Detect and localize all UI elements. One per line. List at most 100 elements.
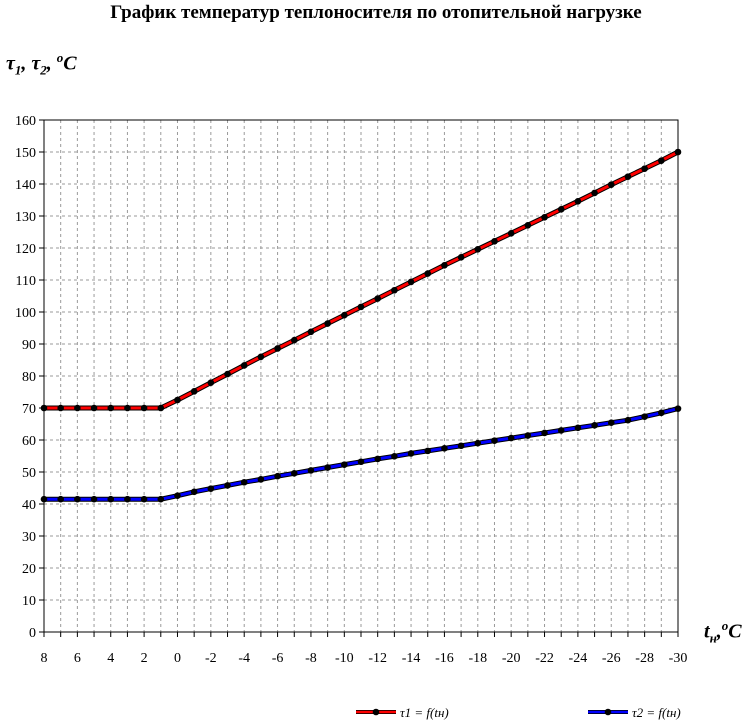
series-1-point [207, 379, 215, 387]
series-2-point [341, 461, 348, 468]
legend-marker [372, 708, 380, 716]
x-tick-label: -2 [205, 651, 217, 666]
y-tick-label: 90 [22, 338, 36, 353]
x-tick-label: 0 [174, 651, 181, 666]
y-tick-label: 70 [22, 402, 36, 417]
series-1-point [57, 404, 64, 412]
series-1-point [174, 396, 181, 404]
series-1-point [674, 148, 682, 156]
series-1-point [341, 311, 348, 319]
y-tick-label: 40 [22, 498, 36, 513]
series-2-point [290, 469, 298, 477]
series-1-point [374, 295, 381, 302]
series-2-point [40, 495, 48, 503]
x-tick-label: 6 [74, 651, 81, 666]
series-1-point [240, 362, 248, 369]
x-tick-label: -18 [468, 651, 487, 666]
series [40, 148, 682, 503]
series-2-point [307, 467, 315, 474]
series-2-point [658, 409, 665, 417]
series-2-point [74, 495, 81, 503]
y-axis-label: τ1, τ2, oC [6, 50, 77, 78]
x-tick-label: 2 [141, 651, 148, 666]
plot-area [43, 119, 679, 633]
series-1-point [641, 165, 648, 172]
series-2-point [57, 495, 64, 503]
series-1-point [507, 229, 515, 237]
grid [44, 119, 678, 632]
series-1-point [124, 404, 131, 412]
y-tick-label: 60 [22, 434, 36, 449]
x-tick-label: -26 [602, 651, 621, 666]
series-2-point [407, 450, 415, 457]
series-1-point [474, 245, 482, 253]
series-1-point [157, 404, 165, 412]
series-1-point [658, 157, 665, 164]
series-1-point [541, 213, 548, 221]
chart-title: График температур теплоносителя по отопи… [110, 2, 642, 23]
series-1-point [607, 181, 615, 188]
x-tick-label: 8 [41, 651, 48, 666]
x-axis-label: tн,oC [704, 618, 742, 646]
series-2-point [524, 432, 532, 439]
series-1-point [324, 320, 331, 327]
series-2-point [424, 447, 432, 455]
y-tick-label: 80 [22, 370, 36, 385]
x-tick-label: -22 [535, 651, 554, 666]
series-2-point [357, 458, 365, 466]
series-2-point [140, 495, 148, 503]
series-1-point [391, 286, 398, 294]
series-2-point [257, 476, 265, 483]
series-2-point [507, 434, 515, 442]
legend-label-2: τ2 = f(tн) [632, 705, 681, 720]
series-1-point [40, 404, 48, 412]
x-tick-label: -24 [569, 651, 588, 666]
series-2-point [641, 413, 648, 420]
series-1-line [44, 150, 679, 410]
series-1-line-outline [44, 149, 680, 411]
series-2-point [190, 488, 198, 496]
y-tick-label: 160 [15, 114, 36, 129]
x-tick-label: -8 [305, 651, 317, 666]
series-1-point [107, 404, 115, 412]
series-1-point [424, 270, 432, 277]
series-1-point [74, 404, 81, 412]
series-2-point [457, 442, 465, 450]
y-tick-label: 50 [22, 466, 36, 481]
series-1-point [524, 221, 532, 229]
series-2-point [441, 445, 448, 452]
y-tick-label: 110 [16, 274, 36, 289]
y-tick-label: 100 [15, 306, 36, 321]
x-tick-label: -6 [272, 651, 284, 666]
x-tick-label: -10 [335, 651, 354, 666]
series-2-point [574, 424, 582, 432]
series-2-point [391, 453, 398, 460]
series-2-point [207, 485, 215, 492]
series-1-point [491, 237, 498, 245]
y-tick-label: 140 [15, 178, 36, 193]
series-1-point [307, 328, 315, 336]
y-tick-label: 130 [15, 210, 36, 225]
series-2-point [591, 421, 598, 429]
y-tick-label: 20 [22, 562, 36, 577]
series-2-point [107, 495, 115, 503]
series-1-point [224, 370, 231, 378]
series-2-point [374, 455, 381, 463]
x-tick-label: -30 [669, 651, 688, 666]
x-tick-label: -14 [402, 651, 421, 666]
series-2-point [274, 472, 281, 480]
y-tick-label: 0 [29, 626, 36, 641]
series-2-point [90, 495, 98, 503]
series-1-point [290, 336, 298, 344]
series-2-point [157, 495, 165, 503]
y-tick-label: 30 [22, 530, 36, 545]
series-1-point [257, 353, 265, 361]
series-1-point [90, 404, 98, 412]
legend-marker [604, 708, 612, 716]
series-2-point [474, 439, 482, 447]
series-1-point [441, 261, 448, 269]
y-tick-label: 150 [15, 146, 36, 161]
legend: τ1 = f(tн) τ2 = f(tн) [356, 705, 681, 720]
x-tick-label: -20 [502, 651, 521, 666]
